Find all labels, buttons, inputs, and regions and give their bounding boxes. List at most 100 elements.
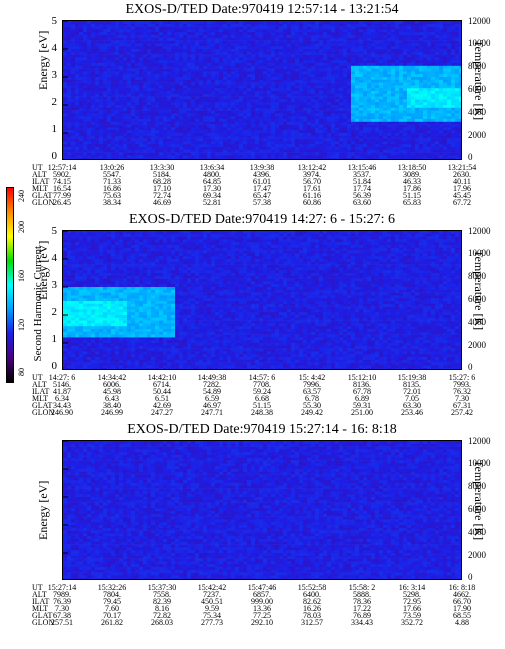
heatmap-cell (411, 79, 416, 83)
heatmap-cell (99, 116, 104, 120)
heatmap-cell (171, 121, 176, 125)
heatmap-cell (111, 68, 116, 72)
heatmap-cell (451, 26, 456, 30)
heatmap-cell (139, 37, 144, 41)
heatmap-cell (331, 88, 336, 92)
heatmap-cell (299, 149, 304, 153)
heatmap-cell (271, 74, 276, 78)
heatmap-cell (135, 91, 140, 95)
heatmap-cell (95, 51, 100, 55)
heatmap-cell (299, 116, 304, 120)
heatmap-cell (259, 77, 264, 81)
heatmap-cell (387, 65, 392, 69)
heatmap-cell (135, 121, 140, 125)
heatmap-cell (191, 82, 196, 86)
heatmap-cell (439, 57, 444, 61)
heatmap-cell (91, 35, 96, 39)
heatmap-cell (231, 113, 236, 117)
heatmap-cell (335, 35, 340, 39)
heatmap-cell (143, 116, 148, 120)
heatmap-cell (411, 82, 416, 86)
heatmap-cell (319, 88, 324, 92)
heatmap-cell (339, 23, 344, 27)
heatmap-cell (91, 133, 96, 137)
heatmap-cell (447, 116, 452, 120)
heatmap-cell (283, 54, 288, 58)
heatmap-cell (83, 57, 88, 61)
heatmap-cell (123, 93, 128, 97)
heatmap-cell (75, 74, 80, 78)
heatmap-cell (151, 63, 156, 67)
heatmap-cell (423, 26, 428, 30)
heatmap-cell (375, 49, 380, 53)
heatmap-cell (407, 29, 412, 33)
heatmap-cell (99, 88, 104, 92)
heatmap-cell (211, 141, 216, 145)
heatmap-cell (427, 107, 432, 111)
heatmap-cell (399, 102, 404, 106)
heatmap-cell (139, 119, 144, 123)
heatmap-cell (99, 26, 104, 30)
heatmap-cell (159, 26, 164, 30)
heatmap-cell (267, 138, 272, 142)
heatmap-cell (91, 96, 96, 100)
heatmap-cell (239, 96, 244, 100)
heatmap-cell (267, 63, 272, 67)
heatmap-cell (111, 23, 116, 27)
heatmap-cell (435, 96, 440, 100)
heatmap-cell (407, 130, 412, 134)
heatmap-cell (295, 49, 300, 53)
heatmap-cell (71, 158, 76, 159)
heatmap-cell (403, 135, 408, 139)
heatmap-cell (411, 127, 416, 131)
heatmap-cell (303, 93, 308, 97)
heatmap-cell (207, 43, 212, 47)
heatmap-cell (355, 135, 360, 139)
heatmap-cell (427, 138, 432, 142)
heatmap-cell (215, 99, 220, 103)
heatmap-cell (175, 147, 180, 151)
heatmap-cell (391, 77, 396, 81)
heatmap-cell (295, 77, 300, 81)
heatmap-cell (235, 26, 240, 30)
heatmap-cell (171, 46, 176, 50)
heatmap-cell (451, 149, 456, 153)
heatmap-cell (115, 74, 120, 78)
heatmap-cell (423, 40, 428, 44)
heatmap-cell (251, 63, 256, 67)
heatmap-cell (147, 147, 152, 151)
heatmap-cell (235, 107, 240, 111)
heatmap-cell (63, 23, 68, 27)
heatmap-cell (187, 82, 192, 86)
heatmap-cell (279, 116, 284, 120)
heatmap-cell (231, 147, 236, 151)
heatmap-cell (167, 85, 172, 89)
heatmap-cell (319, 74, 324, 78)
heatmap-cell (355, 110, 360, 114)
heatmap-cell (287, 49, 292, 53)
heatmap-cell (219, 119, 224, 123)
heatmap-cell (83, 82, 88, 86)
heatmap-cell (311, 116, 316, 120)
heatmap-cell (247, 102, 252, 106)
heatmap-cell (223, 49, 228, 53)
heatmap-cell (179, 158, 184, 159)
heatmap-cell (419, 102, 424, 106)
heatmap-cell (327, 79, 332, 83)
heatmap-cell (211, 107, 216, 111)
heatmap-cell (263, 116, 268, 120)
heatmap-cell (123, 21, 128, 25)
heatmap-cell (451, 102, 456, 106)
heatmap-cell (427, 79, 432, 83)
heatmap-cell (111, 147, 116, 151)
heatmap-cell (147, 68, 152, 72)
heatmap-cell (439, 110, 444, 114)
heatmap-cell (379, 40, 384, 44)
heatmap-cell (443, 119, 448, 123)
heatmap-cell (211, 35, 216, 39)
heatmap-cell (175, 65, 180, 69)
heatmap-cell (447, 63, 452, 67)
heatmap-cell (211, 135, 216, 139)
heatmap-cell (103, 124, 108, 128)
heatmap-cell (359, 82, 364, 86)
